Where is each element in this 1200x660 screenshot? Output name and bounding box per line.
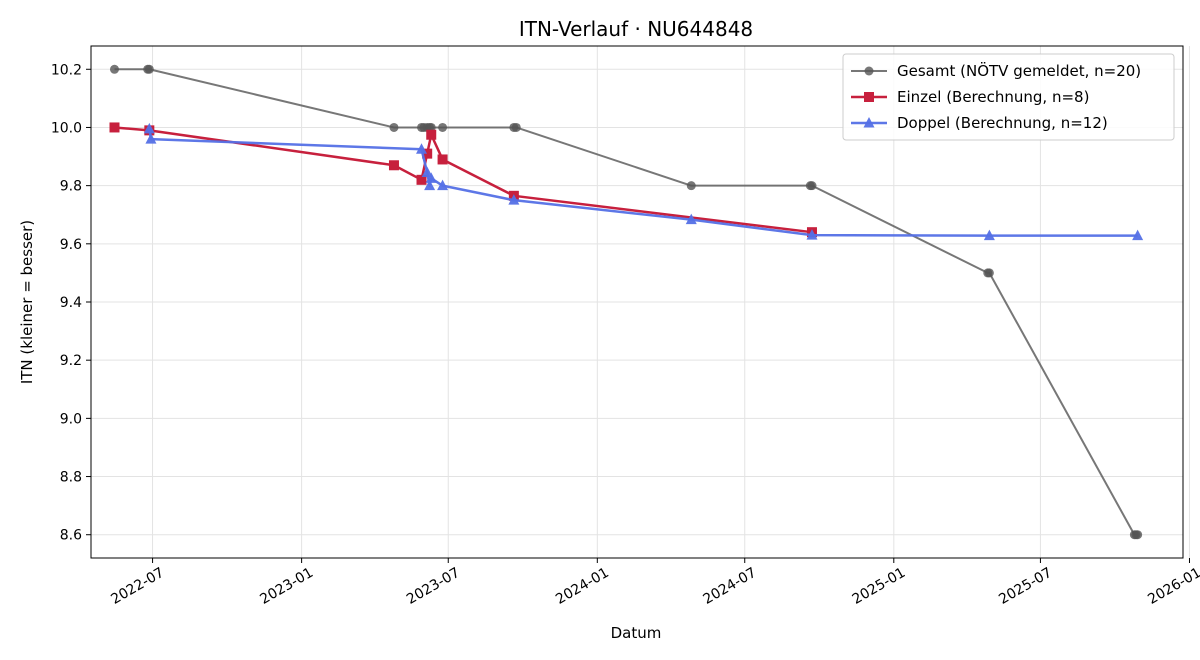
data-point	[424, 179, 436, 191]
y-tick-label: 10.2	[51, 62, 82, 78]
y-tick-label: 9.8	[60, 179, 82, 195]
legend-label: Doppel (Berechnung, n=12)	[897, 114, 1108, 132]
legend-label: Einzel (Berechnung, n=8)	[897, 88, 1089, 106]
data-point	[1132, 229, 1144, 241]
data-point	[806, 229, 818, 240]
data-point	[983, 229, 995, 241]
data-point	[438, 122, 448, 132]
series-1	[109, 64, 1143, 540]
data-point	[143, 122, 155, 134]
y-axis-label: ITN (kleiner = besser)	[18, 220, 36, 384]
legend-item: Einzel (Berechnung, n=8)	[851, 88, 1089, 106]
data-point	[426, 129, 437, 140]
data-point	[144, 64, 154, 74]
data-point	[389, 122, 399, 132]
legend-marker	[863, 117, 875, 128]
series-3	[143, 122, 1144, 241]
x-axis-label: Datum	[611, 624, 662, 642]
data-point	[437, 179, 449, 191]
legend-marker	[864, 66, 874, 76]
data-point	[984, 268, 994, 278]
data-point	[421, 166, 433, 178]
legend-box	[842, 53, 1175, 141]
y-tick-label: 9.2	[60, 353, 82, 369]
data-point	[685, 213, 697, 225]
data-point	[416, 174, 427, 185]
data-point	[807, 181, 817, 191]
legend-item: Doppel (Berechnung, n=12)	[851, 114, 1108, 132]
data-point	[686, 181, 696, 191]
legend: Gesamt (NÖTV gemeldet, n=20) Einzel (Bere…	[842, 53, 1175, 141]
chart-title: ITN-Verlauf · NU644848	[519, 17, 753, 41]
legend-item: Gesamt (NÖTV gemeldet, n=20)	[851, 61, 1141, 80]
y-axis: 8.6 8.8 9.0 9.2 9.4 9.6 9.8 10.0 10.2	[51, 62, 91, 544]
data-point	[388, 160, 399, 171]
data-point	[1133, 530, 1143, 540]
data-point	[422, 148, 433, 159]
data-point	[416, 143, 428, 154]
y-tick-label: 9.4	[60, 295, 82, 311]
data-point	[109, 64, 119, 74]
data-point	[425, 172, 437, 183]
data-point	[511, 122, 521, 132]
legend-label: Gesamt (NÖTV gemeldet, n=20)	[897, 61, 1141, 80]
data-point	[508, 194, 520, 205]
y-tick-label: 10.0	[51, 120, 82, 136]
y-tick-label: 9.0	[60, 411, 82, 427]
data-point	[426, 122, 436, 132]
data-point	[109, 122, 120, 133]
data-point	[145, 133, 157, 144]
series-line	[148, 128, 1138, 237]
legend-marker	[864, 92, 874, 102]
y-tick-label: 9.6	[60, 237, 82, 253]
series-layer	[109, 64, 1144, 540]
y-tick-label: 8.6	[60, 528, 82, 544]
grid-lines	[91, 46, 1190, 558]
data-point	[437, 154, 448, 165]
y-tick-label: 8.8	[60, 470, 82, 486]
